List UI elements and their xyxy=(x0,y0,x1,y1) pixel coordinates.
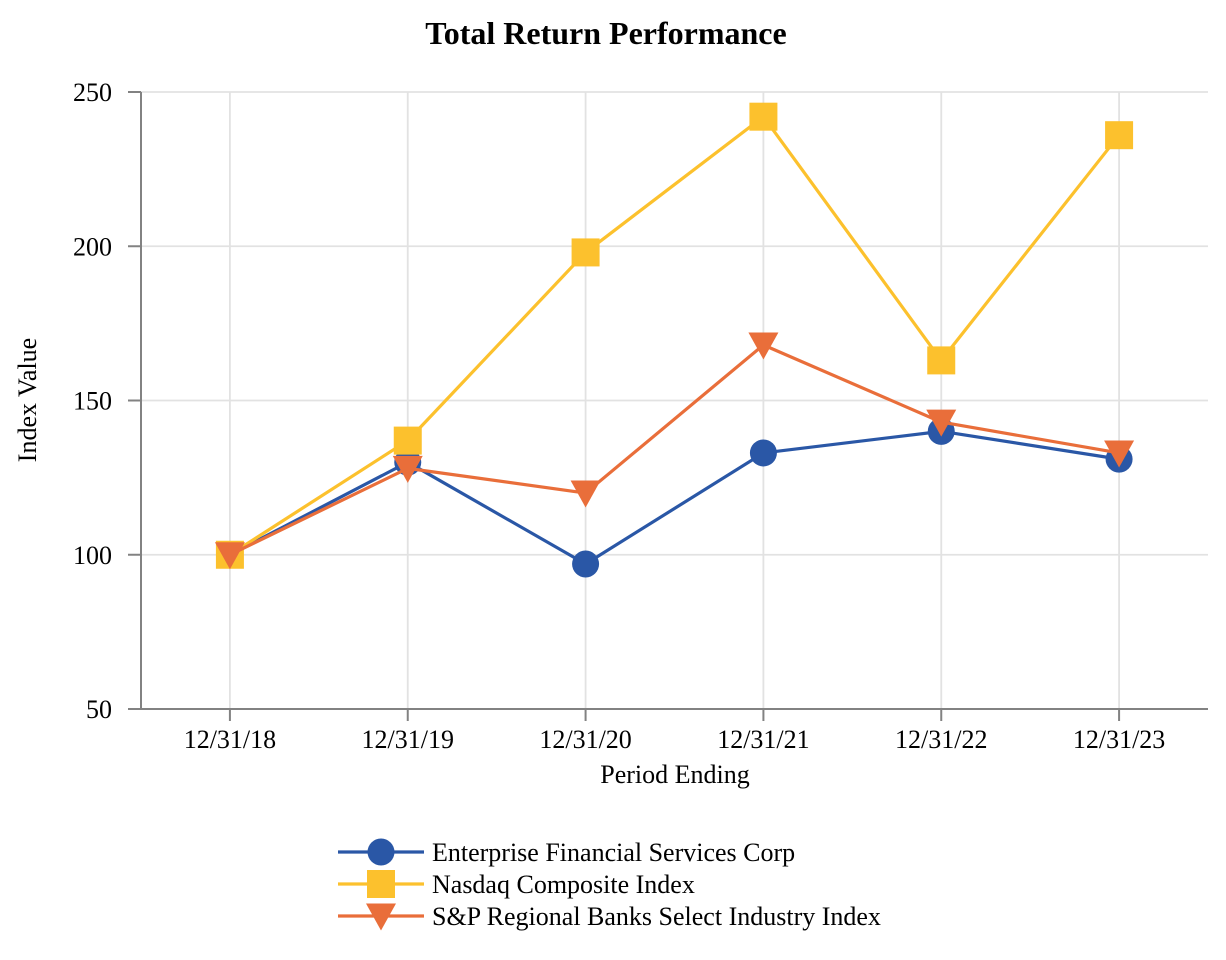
data-point-triangle xyxy=(1104,440,1135,468)
x-tick-label: 12/31/21 xyxy=(717,725,809,754)
data-point-circle xyxy=(749,439,777,467)
axes xyxy=(128,91,1208,721)
legend-label: S&P Regional Banks Select Industry Index xyxy=(432,902,881,931)
data-point-triangle xyxy=(366,903,396,931)
data-point-triangle xyxy=(570,480,601,508)
series-line xyxy=(229,115,1121,557)
legend: Enterprise Financial Services Corp Nasda… xyxy=(338,838,881,931)
y-tick-label: 200 xyxy=(73,232,112,261)
legend-item: Enterprise Financial Services Corp xyxy=(338,838,795,867)
y-tick-label: 100 xyxy=(73,541,112,570)
y-axis-title: Index Value xyxy=(13,338,42,462)
legend-item: Nasdaq Composite Index xyxy=(338,870,695,899)
data-point-square xyxy=(367,870,395,898)
series-2 xyxy=(214,332,1135,570)
data-point-triangle xyxy=(214,542,245,570)
series-layer xyxy=(214,102,1135,578)
data-point-square xyxy=(1105,121,1134,150)
legend-marker-triangle-icon xyxy=(338,903,424,931)
tick-labels: 50 100 150 200 250 12/31/18 12/31/19 12/31/20 12… xyxy=(73,78,1165,754)
x-tick-label: 12/31/20 xyxy=(539,725,631,754)
series-line xyxy=(229,429,1120,566)
data-point-square xyxy=(749,102,778,131)
y-tick-label: 150 xyxy=(73,387,112,416)
legend-marker-circle-icon xyxy=(338,838,424,866)
data-point-triangle xyxy=(748,332,779,360)
gridlines xyxy=(141,91,1208,709)
data-point-square xyxy=(927,346,956,375)
series-1 xyxy=(215,102,1134,569)
data-point-triangle xyxy=(926,409,957,437)
legend-label: Nasdaq Composite Index xyxy=(432,870,695,899)
legend-marker-square-icon xyxy=(338,870,424,898)
legend-item: S&P Regional Banks Select Industry Index xyxy=(338,902,881,931)
x-axis-title: Period Ending xyxy=(600,760,750,789)
data-point-circle xyxy=(572,550,600,578)
data-point-circle xyxy=(367,838,395,866)
y-tick-label: 250 xyxy=(73,78,112,107)
series-line xyxy=(229,343,1120,557)
chart-title: Total Return Performance xyxy=(425,15,786,51)
x-tick-label: 12/31/23 xyxy=(1073,725,1165,754)
data-point-square xyxy=(571,238,600,267)
x-tick-label: 12/31/22 xyxy=(895,725,987,754)
y-tick-label: 50 xyxy=(86,695,112,724)
x-tick-label: 12/31/19 xyxy=(362,725,454,754)
legend-label: Enterprise Financial Services Corp xyxy=(432,838,795,867)
x-tick-label: 12/31/18 xyxy=(184,725,276,754)
data-point-triangle xyxy=(392,455,423,483)
series-0 xyxy=(216,417,1133,578)
data-point-square xyxy=(393,426,422,455)
